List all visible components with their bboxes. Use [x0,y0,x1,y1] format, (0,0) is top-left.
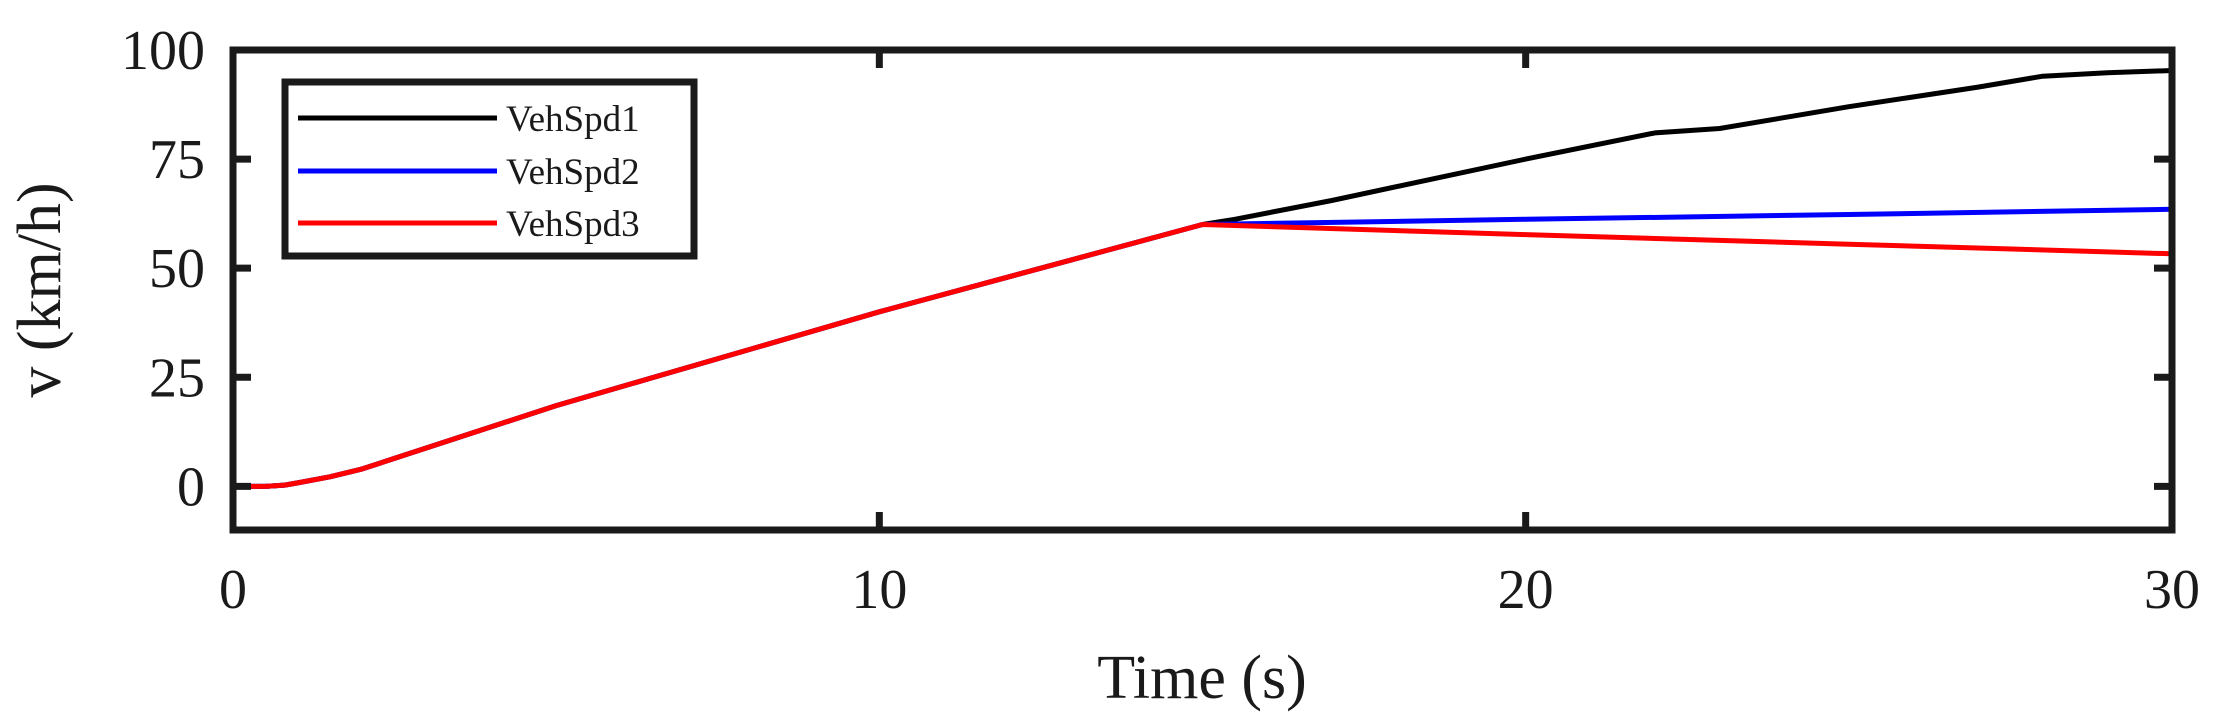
tick-labels: 0 10 20 30 0 25 50 75 100 [121,20,2200,621]
axis-ticks [233,50,2172,530]
y-tick-label-50: 50 [149,238,205,300]
y-tick-label-75: 75 [149,129,205,191]
x-axis-label: Time (s) [1097,644,1307,712]
y-tick-label-25: 25 [149,347,205,409]
y-tick-label-100: 100 [121,20,205,82]
x-tick-label-10: 10 [851,559,907,621]
y-tick-label-0: 0 [177,456,205,518]
legend: VehSpd1 VehSpd2 VehSpd3 [281,78,698,260]
series-lines [233,68,2173,489]
series-line-vehspd3 [233,222,2173,489]
plot-frame [229,46,2176,534]
legend-label-vehspd2: VehSpd2 [506,152,640,193]
y-axis-label: v (km/h) [6,182,74,397]
x-tick-label-0: 0 [219,559,247,621]
x-tick-label-20: 20 [1498,559,1554,621]
legend-label-vehspd1: VehSpd1 [506,99,640,140]
legend-label-vehspd3: VehSpd3 [506,204,640,245]
x-tick-label-30: 30 [2144,559,2200,621]
